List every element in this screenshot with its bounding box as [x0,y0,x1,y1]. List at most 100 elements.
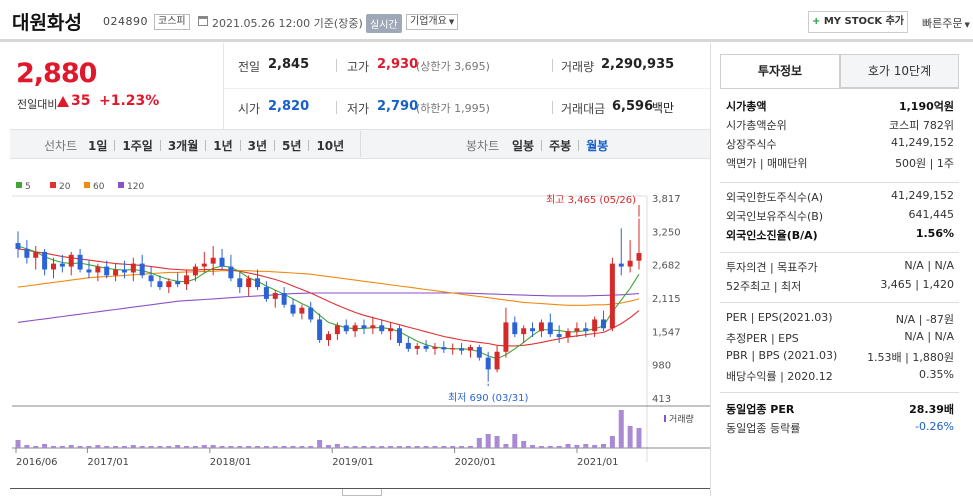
line-period-0[interactable]: 1일 [88,139,108,153]
volume-bar [476,438,482,448]
candle-body [59,263,65,267]
candle-body [308,307,314,320]
volume-bar [113,446,119,448]
volume-bar [565,444,571,448]
period-divider [360,131,361,157]
calendar-icon [198,16,208,26]
volume-bar [334,444,340,448]
candle-body [148,275,154,282]
amount-unit: 백만 [652,101,675,115]
info-value: 28.39배 [909,403,954,416]
volume-label: 거래량 [561,60,595,74]
candle-body [379,325,385,332]
quick-order-link[interactable]: 빠른주문 ▼ [922,15,970,31]
volume-bar [530,445,536,448]
volume-bar [450,446,456,448]
candle-body [636,253,642,261]
info-row: 액면가 | 매매단위 500원 | 1주 [726,155,954,173]
divider [552,101,553,114]
info-row: 52주최고 | 최저 3,465 | 1,420 [726,278,954,296]
candle-period-0[interactable]: 일봉 [512,139,535,153]
line-period-3[interactable]: 1년 [213,139,233,153]
company-overview-label: 기업개요 [410,16,447,27]
stock-header [0,0,973,42]
volume-bar [246,446,252,448]
volume-bar [609,436,615,448]
period-separator [205,140,207,151]
candle-body [352,325,358,332]
stock-code: 024890 [103,15,148,28]
candle-body [166,281,172,288]
candle-period-2[interactable]: 월봉 [586,139,609,153]
candle-period-1[interactable]: 주봉 [549,139,572,153]
volume-bar [255,446,261,448]
amount-label: 거래대금 [561,102,606,116]
volume-bar [556,446,562,448]
line-period-4[interactable]: 3년 [247,139,268,153]
volume-bar [317,440,323,448]
info-key: 외국인보유주식수(B) [726,210,824,223]
volume-bar [370,446,376,448]
info-value: 1.56% [915,227,954,240]
candle-body [627,260,633,267]
price-chart[interactable]: 5 20 60 120 3,817 3,250 2,682 2,115 1,547 980 413 2… [0,172,710,472]
candle-body [317,319,323,341]
tab-orderbook[interactable]: 호가 10단계 [840,54,959,88]
volume-bar [601,444,607,448]
volume-bar [396,446,402,448]
volume-bar [592,445,598,448]
x-tick-label: 2021/01 [577,457,619,468]
volume-bar [583,444,589,448]
tab-investment-info[interactable]: 투자정보 [720,54,840,88]
x-tick-label: 2018/01 [210,457,252,468]
info-row: PBR | BPS (2021.03) 1.53배 | 1,880원 [726,349,954,367]
info-row: 동일업종 등락률 -0.26% [726,420,954,438]
info-key: 동일업종 등락률 [726,422,801,435]
collapse-handle[interactable] [342,489,382,496]
volume-bar [361,446,367,448]
period-separator [578,140,580,151]
candle-body [512,322,518,335]
volume-bar [59,446,65,448]
section-divider [720,302,959,303]
volume-legend-swatch [664,415,666,422]
volume-bar [299,446,305,448]
x-tick-label: 2017/01 [87,457,129,468]
candle-body [388,328,394,332]
realtime-badge[interactable]: 실시간 [366,14,402,33]
line-period-1[interactable]: 1주일 [122,139,153,153]
bottom-divider [10,488,710,489]
volume-value: 2,290,935 [601,57,675,72]
candle-body [192,266,198,276]
line-period-5[interactable]: 5년 [282,139,302,153]
candle-body [255,278,261,288]
low-annotation: 최저 690 (03/31) [448,392,529,404]
y-tick-label: 3,817 [652,194,681,205]
info-key: 추정PER | EPS [726,332,799,345]
volume-bar [24,445,30,448]
x-tick-label: 2020/01 [455,457,497,468]
volume-bar [148,446,154,448]
volume-bar [388,446,394,448]
volume-bar [547,446,553,448]
candle-body [618,263,624,267]
company-overview-dropdown[interactable]: 기업개요 ▼ [406,14,459,30]
info-value: 641,445 [908,208,955,221]
line-period-6[interactable]: 10년 [316,139,345,153]
info-value: N/A | -87원 [895,313,954,326]
stock-name: 대원화성 [12,12,82,34]
volume-bar [130,445,136,448]
add-mystock-button[interactable]: + MY STOCK 추가 [808,11,908,33]
volume-bar [503,444,509,448]
line-period-2[interactable]: 3개월 [167,139,199,153]
current-price: 2,880 [16,58,97,89]
candle-body [530,328,536,332]
volume-bar [352,446,358,448]
candle-body [68,254,74,267]
info-row: PER | EPS(2021.03) N/A | -87원 [726,311,954,329]
legend-label: 60 [93,182,105,192]
candle-body [609,263,615,329]
info-value: N/A | N/A [904,259,954,272]
volume-bar [104,446,110,448]
info-value: N/A | N/A [904,330,954,343]
